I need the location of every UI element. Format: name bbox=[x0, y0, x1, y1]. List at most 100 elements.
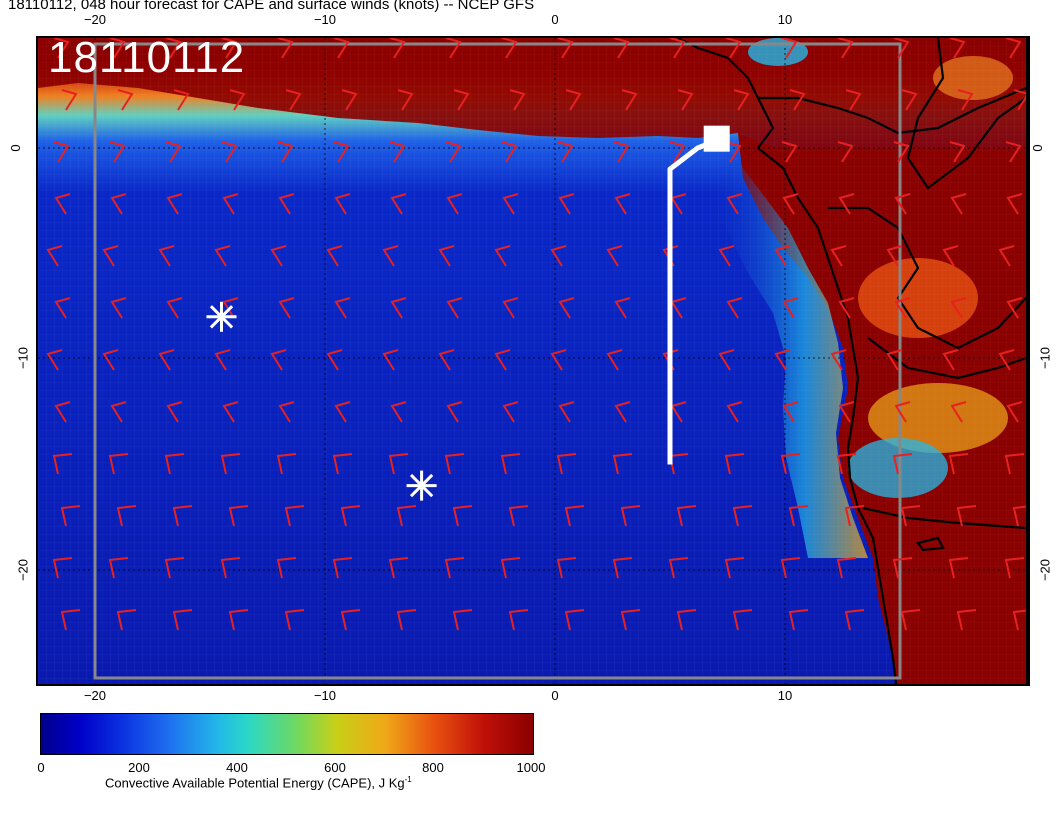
wind-barb bbox=[508, 505, 529, 527]
wind-barb bbox=[894, 297, 911, 319]
wind-barb bbox=[894, 193, 911, 215]
wind-barb bbox=[838, 401, 855, 423]
colorbar-label: 1000 bbox=[516, 760, 546, 775]
wind-barb bbox=[278, 297, 295, 319]
wind-barb bbox=[669, 141, 686, 163]
wind-barb bbox=[277, 141, 294, 163]
wind-barb bbox=[502, 193, 519, 215]
wind-barb bbox=[158, 245, 175, 267]
wind-barb bbox=[668, 557, 689, 579]
wind-barb bbox=[214, 245, 231, 267]
wind-barb bbox=[396, 505, 417, 527]
wind-barb bbox=[613, 141, 630, 163]
wind-barb bbox=[221, 38, 238, 59]
wind-barb bbox=[332, 557, 353, 579]
wind-barb bbox=[788, 505, 809, 527]
wind-barb bbox=[270, 349, 287, 371]
lat-tick-right: 0 bbox=[1030, 144, 1046, 152]
wind-barb bbox=[390, 297, 407, 319]
lon-tick-top: 0 bbox=[551, 12, 559, 27]
date-stamp: 18110112 bbox=[48, 33, 246, 82]
wind-barb bbox=[1012, 505, 1026, 527]
wind-barb bbox=[446, 193, 463, 215]
wind-barb bbox=[341, 89, 358, 111]
colorbar-title: Convective Available Potential Energy (C… bbox=[105, 775, 412, 791]
wind-barb bbox=[165, 141, 182, 163]
wind-barb bbox=[388, 557, 409, 579]
wind-barb bbox=[340, 505, 361, 527]
wind-barb bbox=[894, 401, 911, 423]
wind-barb bbox=[893, 141, 910, 163]
wind-barb bbox=[109, 141, 126, 163]
wind-barb bbox=[164, 453, 185, 475]
wind-barb bbox=[948, 453, 969, 475]
wind-barb bbox=[382, 245, 399, 267]
markers bbox=[206, 301, 437, 501]
wind-barb bbox=[109, 38, 126, 59]
wind-barb bbox=[838, 297, 855, 319]
wind-barb bbox=[1005, 38, 1022, 59]
wind-barb bbox=[606, 349, 623, 371]
colorbar-label: 200 bbox=[128, 760, 150, 775]
wind-barb bbox=[333, 141, 350, 163]
wind-barb bbox=[452, 505, 473, 527]
wind-barb bbox=[102, 245, 119, 267]
wind-barb bbox=[550, 349, 567, 371]
wind-barb bbox=[774, 245, 791, 267]
wind-barb bbox=[500, 557, 521, 579]
wind-barb bbox=[612, 557, 633, 579]
wind-barb bbox=[1005, 141, 1022, 163]
lat-tick-right: −10 bbox=[1037, 346, 1053, 370]
wind-barb bbox=[950, 297, 967, 319]
wind-barb bbox=[444, 557, 465, 579]
wind-barb bbox=[724, 453, 745, 475]
wind-barb bbox=[957, 89, 974, 111]
lat-tick-left: −10 bbox=[15, 346, 31, 370]
wind-barb bbox=[116, 505, 137, 527]
wind-barb bbox=[774, 349, 791, 371]
wind-barb bbox=[782, 401, 799, 423]
wind-barb bbox=[60, 505, 81, 527]
wind-barb bbox=[726, 193, 743, 215]
wind-barb bbox=[1004, 453, 1025, 475]
wind-barb bbox=[326, 245, 343, 267]
wind-barb bbox=[558, 193, 575, 215]
wind-barb bbox=[1006, 193, 1023, 215]
lon-tick-top: −20 bbox=[83, 12, 107, 27]
wind-barb bbox=[334, 401, 351, 423]
wind-barb bbox=[998, 245, 1015, 267]
wind-barb bbox=[438, 245, 455, 267]
wind-barb bbox=[158, 349, 175, 371]
wind-barb bbox=[830, 349, 847, 371]
wind-barb bbox=[1004, 557, 1025, 579]
wind-barb bbox=[901, 89, 918, 111]
wind-barb bbox=[389, 141, 406, 163]
page-title: 18110112, 048 hour forecast for CAPE and… bbox=[8, 0, 535, 13]
wind-barb bbox=[452, 609, 473, 631]
lat-tick-left: 0 bbox=[8, 144, 24, 152]
wind-barb bbox=[110, 401, 127, 423]
wind-barb bbox=[382, 349, 399, 371]
wind-barb bbox=[46, 349, 63, 371]
wind-barb bbox=[501, 38, 518, 59]
wind-barb bbox=[388, 453, 409, 475]
wind-barb bbox=[732, 505, 753, 527]
wind-barb bbox=[54, 193, 71, 215]
wind-barb bbox=[949, 38, 966, 59]
wind-barb bbox=[950, 401, 967, 423]
wind-barb bbox=[276, 453, 297, 475]
wind-barb bbox=[844, 609, 865, 631]
wind-barb bbox=[565, 89, 582, 111]
wind-barb bbox=[397, 89, 414, 111]
lat-tick-left: −20 bbox=[15, 558, 31, 582]
wind-barb bbox=[676, 505, 697, 527]
wind-barb bbox=[446, 297, 463, 319]
wind-barb bbox=[494, 349, 511, 371]
track-end-marker bbox=[703, 125, 730, 152]
wind-barb bbox=[220, 453, 241, 475]
colorbar bbox=[40, 713, 534, 755]
wind-barb bbox=[788, 609, 809, 631]
wind-barb bbox=[886, 349, 903, 371]
wind-barb bbox=[102, 349, 119, 371]
wind-barb bbox=[444, 453, 465, 475]
